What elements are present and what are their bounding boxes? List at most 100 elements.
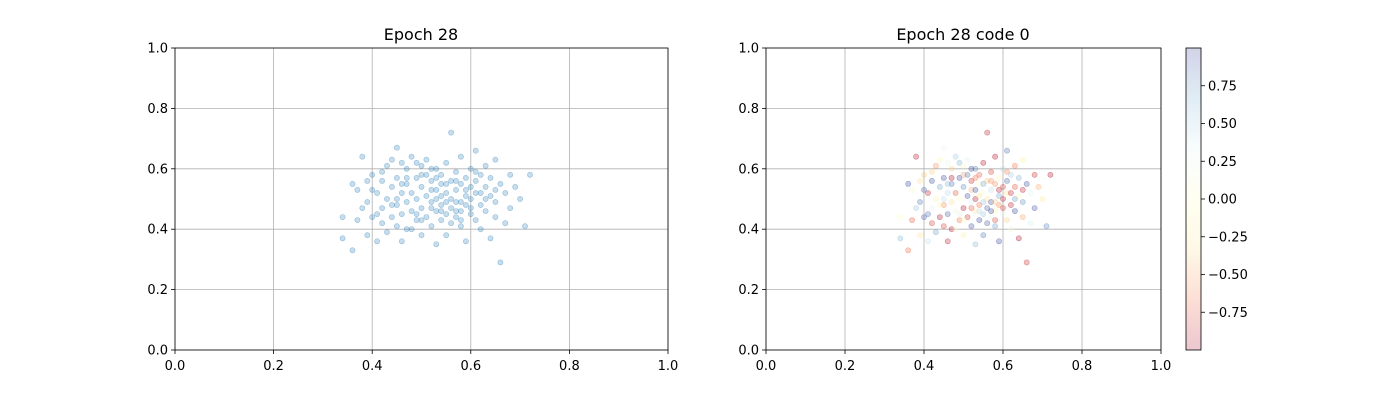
left-ytick-label: 0.6 [147, 162, 168, 177]
right-scatter-point [925, 190, 931, 196]
left-scatter-point [492, 186, 499, 193]
right-scatter-point [972, 208, 979, 214]
left-scatter-point [482, 208, 489, 214]
left-scatter-point [408, 153, 415, 160]
right-scatter-point [980, 211, 987, 217]
right-scatter-point [1000, 211, 1006, 217]
right-scatter-point [1015, 235, 1022, 242]
right-scatter-point [956, 196, 963, 202]
right-scatter-point [948, 199, 955, 205]
left-scatter-point [413, 211, 420, 217]
left-scatter-point [462, 238, 469, 245]
right-scatter-point [1031, 171, 1038, 178]
right-scatter-point [940, 223, 947, 230]
right-scatter-point [976, 202, 983, 208]
right-scatter-point [980, 232, 987, 239]
left-scatter-point [457, 217, 464, 223]
right-ytick-label: 0.0 [738, 344, 759, 359]
left-scatter-point [388, 183, 395, 190]
right-scatter-point [917, 232, 923, 239]
right-ytick-label: 0.4 [738, 223, 759, 238]
left-scatter-point [443, 180, 450, 187]
right-scatter-point [1019, 214, 1026, 220]
colorbar-tick-label: 0.50 [1208, 117, 1237, 132]
right-scatter-point [944, 180, 951, 187]
right-scatter-point [1012, 183, 1018, 190]
left-scatter-point [388, 202, 395, 208]
left-scatter-point [482, 183, 489, 190]
right-scatter-point [976, 193, 983, 199]
left-scatter-point [433, 241, 440, 248]
left-xtick-label: 1.0 [658, 359, 679, 374]
left-scatter-point [339, 214, 346, 220]
right-scatter-point [929, 220, 935, 227]
left-scatter-point [457, 199, 464, 205]
left-scatter-point [398, 238, 405, 245]
right-scatter-point [968, 186, 975, 193]
left-xtick-label: 0.6 [460, 359, 481, 374]
left-scatter-point [379, 205, 385, 211]
right-scatter-point [976, 180, 983, 187]
right-scatter-point [913, 205, 919, 211]
right-scatter-point [956, 159, 963, 166]
right-xtick-label: 0.0 [756, 359, 777, 374]
left-scatter-point [507, 205, 514, 211]
left-scatter-point [403, 180, 410, 187]
left-scatter-point [433, 208, 440, 214]
left-scatter-point [453, 186, 459, 193]
right-scatter-point [992, 217, 998, 223]
left-scatter-point [453, 168, 459, 175]
left-scatter-point [433, 186, 440, 193]
right-scatter-point [952, 153, 959, 160]
left-scatter-point [438, 171, 445, 178]
left-scatter-point [522, 223, 528, 230]
left-scatter-point [428, 165, 435, 172]
left-scatter-point [477, 202, 484, 208]
left-scatter-point [418, 171, 425, 178]
left-scatter-point [393, 223, 400, 230]
left-scatter-point [482, 162, 489, 169]
right-scatter-point [948, 165, 955, 172]
left-scatter-point [423, 156, 430, 163]
right-scatter-point [956, 217, 963, 223]
right-scatter-point [929, 205, 935, 211]
right-scatter-point [940, 202, 947, 208]
right-scatter-point [1012, 196, 1018, 202]
left-scatter-point [403, 165, 410, 172]
right-scatter-point [1008, 190, 1014, 196]
right-scatter-point [1039, 196, 1046, 202]
left-scatter-point [443, 199, 450, 205]
colorbar: −0.75 −0.50 −0.25 0.00 0.25 0.50 0.75 [1185, 47, 1248, 351]
scatter-plot-right: Epoch 28 code 0 0.0 0.2 0.4 0.6 0.8 1.0 0.0 0.2… [738, 25, 1171, 374]
left-scatter-point [393, 196, 400, 202]
right-scatter-point [1012, 162, 1018, 169]
right-scatter-point [996, 238, 1002, 245]
left-scatter-point [393, 174, 400, 181]
left-scatter-point [374, 190, 380, 196]
right-scatter-point [1000, 183, 1006, 190]
right-scatter-point [976, 217, 983, 223]
left-gridlines [174, 47, 669, 351]
left-scatter-point [453, 177, 459, 184]
left-scatter-point [423, 193, 430, 199]
left-scatter-point [413, 159, 420, 166]
right-scatter-point [936, 156, 943, 163]
left-scatter-point [462, 193, 469, 199]
right-scatter-point [960, 162, 967, 169]
right-scatter-point [936, 214, 943, 220]
left-scatter-point [477, 190, 484, 196]
right-scatter-point [976, 171, 983, 178]
left-scatter-point [384, 162, 390, 169]
right-scatter-point [996, 193, 1002, 199]
right-xtick-label: 0.8 [1072, 359, 1093, 374]
left-ytick-label: 0.8 [147, 102, 168, 117]
left-scatter-point [448, 129, 454, 136]
left-scatter-point [423, 171, 430, 178]
right-axis-ticks: 0.0 0.2 0.4 0.6 0.8 1.0 0.0 0.2 0.4 0.6 0.8 1.0 [738, 42, 1171, 375]
left-scatter-point [448, 220, 454, 227]
right-scatter-point [1023, 180, 1030, 187]
right-ytick-label: 0.8 [738, 102, 759, 117]
left-scatter-point [408, 208, 415, 214]
left-scatter-point [359, 205, 366, 211]
left-scatter-point [467, 165, 474, 172]
